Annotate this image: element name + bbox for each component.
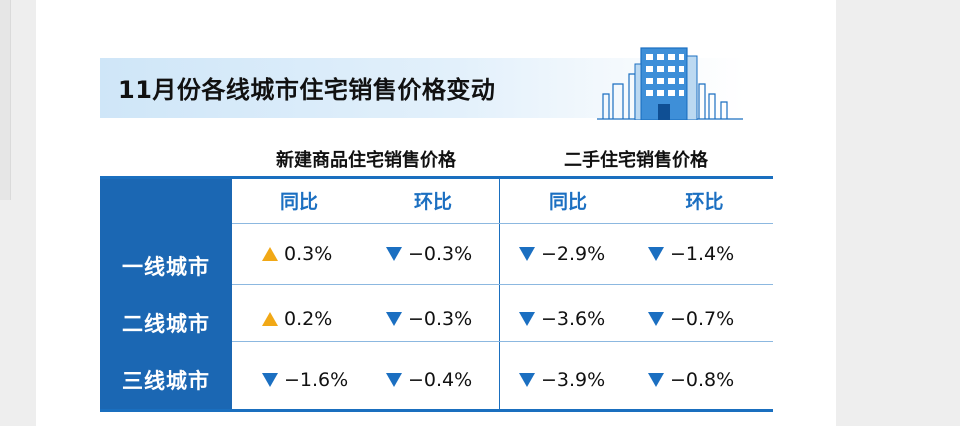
- table-cell: −0.7%: [648, 299, 734, 339]
- cell-value: 0.2%: [284, 308, 333, 330]
- group-divider: [499, 179, 500, 409]
- trend-arrow-icon: [519, 373, 535, 387]
- cell-value: −1.6%: [284, 369, 349, 391]
- row-header-tier3: 三线城市: [122, 369, 210, 393]
- cell-value: −3.9%: [541, 369, 606, 391]
- trend-arrow-icon: [519, 247, 535, 261]
- row-divider: [232, 223, 773, 224]
- table-cell: −1.4%: [648, 234, 734, 274]
- row-header-column: 一线城市 二线城市 三线城市: [100, 179, 232, 409]
- row-divider: [232, 284, 773, 285]
- cell-value: −1.4%: [670, 243, 735, 265]
- sub-header-used-yoy: 同比: [548, 191, 587, 213]
- sub-header-new-yoy: 同比: [279, 191, 318, 213]
- table-cell: 0.3%: [262, 234, 332, 274]
- row-header-tier1: 一线城市: [122, 255, 210, 279]
- new-homes-group-header: 新建商品住宅销售价格: [276, 150, 456, 171]
- table-cell: −0.3%: [386, 299, 472, 339]
- trend-arrow-icon: [262, 373, 278, 387]
- price-change-table: 一线城市 二线城市 三线城市 同比 环比 同比 环比 0.3% −0.3% −2…: [100, 176, 773, 412]
- infographic-title: 11月份各线城市住宅销售价格变动: [118, 76, 496, 104]
- building-illustration-icon: [597, 47, 743, 120]
- sub-header-new-mom: 环比: [413, 191, 452, 213]
- table-cell: −3.6%: [519, 299, 605, 339]
- trend-arrow-icon: [386, 247, 402, 261]
- cell-value: −0.3%: [408, 243, 473, 265]
- cell-value: −0.4%: [408, 369, 473, 391]
- row-divider: [232, 341, 773, 342]
- cell-value: −3.6%: [541, 308, 606, 330]
- cell-value: −0.8%: [670, 369, 735, 391]
- trend-arrow-icon: [648, 312, 664, 326]
- table-cell: −3.9%: [519, 360, 605, 400]
- row-header-tier2: 二线城市: [122, 312, 210, 336]
- cell-value: 0.3%: [284, 243, 333, 265]
- table-cell: −2.9%: [519, 234, 605, 274]
- cell-value: −2.9%: [541, 243, 606, 265]
- cell-value: −0.7%: [670, 308, 735, 330]
- trend-arrow-icon: [519, 312, 535, 326]
- table-cell: −0.8%: [648, 360, 734, 400]
- trend-arrow-icon: [386, 373, 402, 387]
- table-cell: −0.4%: [386, 360, 472, 400]
- cell-value: −0.3%: [408, 308, 473, 330]
- table-cell: 0.2%: [262, 299, 332, 339]
- trend-arrow-icon: [262, 312, 278, 326]
- trend-arrow-icon: [648, 247, 664, 261]
- side-panel-edge: [0, 0, 11, 200]
- trend-arrow-icon: [648, 373, 664, 387]
- table-cell: −1.6%: [262, 360, 348, 400]
- sub-header-used-mom: 环比: [685, 191, 724, 213]
- used-homes-group-header: 二手住宅销售价格: [564, 150, 708, 171]
- trend-arrow-icon: [386, 312, 402, 326]
- trend-arrow-icon: [262, 247, 278, 261]
- table-cell: −0.3%: [386, 234, 472, 274]
